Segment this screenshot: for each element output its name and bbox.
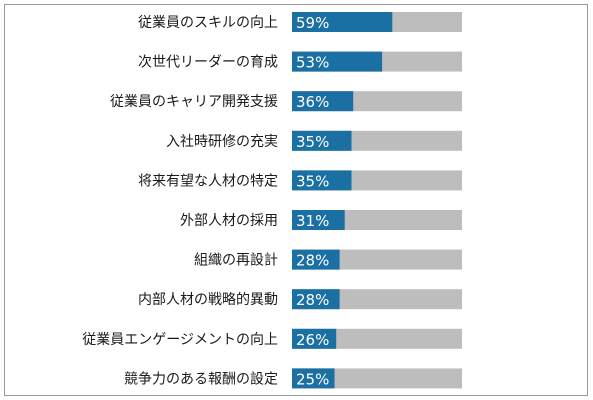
bar bbox=[292, 249, 340, 270]
value-label: 59% bbox=[296, 14, 329, 32]
bar bbox=[292, 12, 393, 32]
value-label: 53% bbox=[296, 54, 329, 72]
bar bbox=[292, 328, 337, 349]
value-label: 25% bbox=[296, 370, 329, 388]
category-label: 次世代リーダーの育成 bbox=[138, 55, 278, 71]
bar bbox=[292, 51, 383, 72]
value-label: 35% bbox=[296, 133, 329, 151]
category-label: 入社時研修の充実 bbox=[166, 134, 278, 150]
category-label: 将来有望な人材の特定 bbox=[138, 173, 278, 189]
value-label: 26% bbox=[296, 331, 329, 349]
category-label: 組織の再設計 bbox=[194, 253, 278, 269]
category-label: 従業員のスキルの向上 bbox=[138, 15, 278, 31]
value-label: 28% bbox=[296, 291, 329, 309]
value-label: 28% bbox=[296, 252, 329, 270]
value-label: 35% bbox=[296, 172, 329, 190]
bar bbox=[292, 170, 352, 191]
bar bbox=[292, 210, 345, 230]
category-label: 競争力のある報酬の設定 bbox=[124, 371, 278, 387]
bar bbox=[292, 91, 354, 112]
bar bbox=[292, 130, 352, 151]
category-label: 外部人材の採用 bbox=[180, 213, 278, 229]
category-label: 従業員のキャリア開発支援 bbox=[110, 94, 278, 110]
category-label: 内部人材の戦略的異動 bbox=[138, 292, 278, 308]
value-label: 36% bbox=[296, 93, 329, 111]
category-label: 従業員エンゲージメントの向上 bbox=[82, 332, 278, 348]
bar bbox=[292, 289, 340, 310]
value-label: 31% bbox=[296, 212, 329, 230]
bar bbox=[292, 368, 335, 389]
